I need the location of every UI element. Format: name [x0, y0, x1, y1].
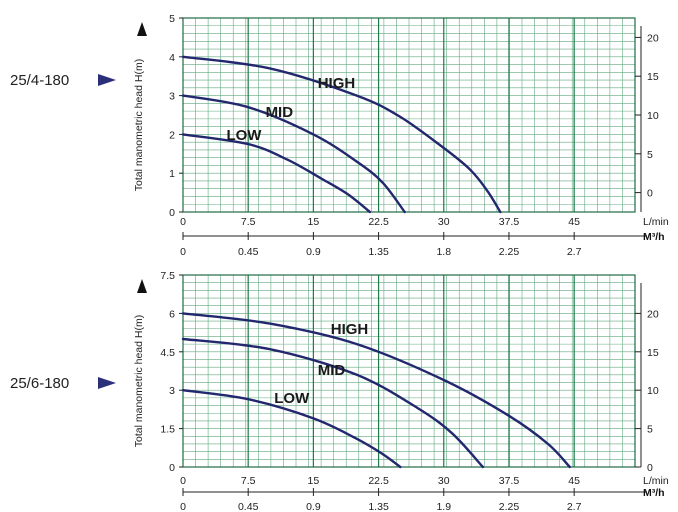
y-tick-label: 0	[169, 207, 175, 219]
x-tick-label: 37.5	[499, 216, 520, 228]
minor-grid	[183, 275, 635, 467]
x2-unit-label: M³/h	[643, 231, 665, 243]
y2-tick-label: 20	[647, 32, 659, 44]
curve-high	[181, 55, 502, 214]
model-label: 25/4-180	[10, 72, 69, 89]
y-tick-label: 2	[169, 129, 175, 141]
y-tick-label: 0	[169, 462, 175, 474]
x2-tick-label: 1.9	[436, 501, 451, 512]
x-tick-label: 45	[568, 216, 580, 228]
x-tick-label: 0	[180, 475, 186, 487]
plot-frame	[182, 274, 636, 468]
curve-mid	[181, 337, 485, 469]
curves	[181, 312, 571, 469]
y2-tick-label: 20	[647, 308, 659, 320]
curve-label-mid: MID	[318, 362, 346, 379]
x-tick-label: 22.5	[368, 216, 389, 228]
model-label: 25/6-180	[10, 375, 69, 392]
x-tick-label: 37.5	[499, 475, 520, 487]
chart-panel-2: 0 1.5 3 4.5 6 7.5 0 5 10 15 20 0 7.5 15 22.5 30 37.5 45 L/…	[10, 270, 669, 512]
curve-label-high: HIGH	[331, 321, 369, 338]
curve-label-low: LOW	[274, 390, 310, 407]
y-axis-arrow-icon	[137, 22, 147, 36]
y-tick-label: 4.5	[160, 347, 175, 359]
x-tick-label: 30	[438, 475, 450, 487]
y-axis-title: Total manometric head H(m)	[133, 59, 145, 191]
x2-tick-label: 1.8	[436, 246, 451, 258]
minor-grid	[183, 18, 635, 212]
model-arrow-icon	[98, 74, 116, 86]
y2-tick-label: 15	[647, 71, 659, 83]
x2-tick-label: 0	[180, 501, 186, 512]
x2-tick-label: 0.9	[306, 501, 321, 512]
curve-low	[181, 389, 402, 469]
x2-tick-label: 1.35	[368, 246, 389, 258]
curve-mid	[181, 94, 406, 214]
y-tick-label: 6	[169, 308, 175, 320]
x-tick-label: 45	[568, 475, 580, 487]
y2-tick-label: 0	[647, 188, 653, 200]
y-axis-arrow-icon	[137, 279, 147, 293]
x-unit-label: L/min	[643, 216, 669, 228]
major-grid	[247, 275, 575, 467]
x-tick-label: 22.5	[368, 475, 389, 487]
x-unit-label: L/min	[643, 475, 669, 487]
x2-tick-label: 0.45	[238, 501, 259, 512]
x-tick-label: 7.5	[241, 475, 256, 487]
x2-tick-label: 2.7	[567, 501, 582, 512]
y-tick-label: 1.5	[160, 424, 175, 436]
y2-tick-label: 10	[647, 385, 659, 397]
y2-tick-label: 15	[647, 347, 659, 359]
y2-tick-label: 0	[647, 462, 653, 474]
x-tick-label: 7.5	[241, 216, 256, 228]
x-tick-label: 15	[308, 216, 320, 228]
curve-label-low: LOW	[226, 127, 262, 144]
x-tick-label: 30	[438, 216, 450, 228]
curve-label-mid: MID	[266, 104, 294, 121]
curve-label-high: HIGH	[318, 75, 356, 92]
y-tick-label: 3	[169, 385, 175, 397]
x2-tick-label: 2.7	[567, 246, 582, 258]
x-tick-label: 15	[308, 475, 320, 487]
y-tick-label: 3	[169, 91, 175, 103]
x2-tick-label: 2.25	[499, 246, 520, 258]
y-tick-label: 5	[169, 13, 175, 25]
curve-low	[181, 133, 372, 214]
x-tick-label: 0	[180, 216, 186, 228]
x2-unit-label: M³/h	[643, 487, 665, 499]
y-tick-label: 4	[169, 52, 175, 64]
curves	[181, 55, 502, 214]
major-grid	[247, 18, 575, 212]
x2-tick-label: 0.45	[238, 246, 259, 258]
y-axis-title: Total manometric head H(m)	[133, 315, 145, 447]
x2-tick-label: 1.35	[368, 501, 389, 512]
x2-tick-label: 0	[180, 246, 186, 258]
curve-high	[181, 312, 571, 469]
x2-tick-label: 0.9	[306, 246, 321, 258]
y2-tick-label: 10	[647, 110, 659, 122]
model-arrow-icon	[98, 377, 116, 389]
y2-tick-label: 5	[647, 424, 653, 436]
x2-tick-label: 2.25	[499, 501, 520, 512]
y-tick-label: 7.5	[160, 270, 175, 282]
y-tick-label: 1	[169, 168, 175, 180]
y2-tick-label: 5	[647, 149, 653, 161]
